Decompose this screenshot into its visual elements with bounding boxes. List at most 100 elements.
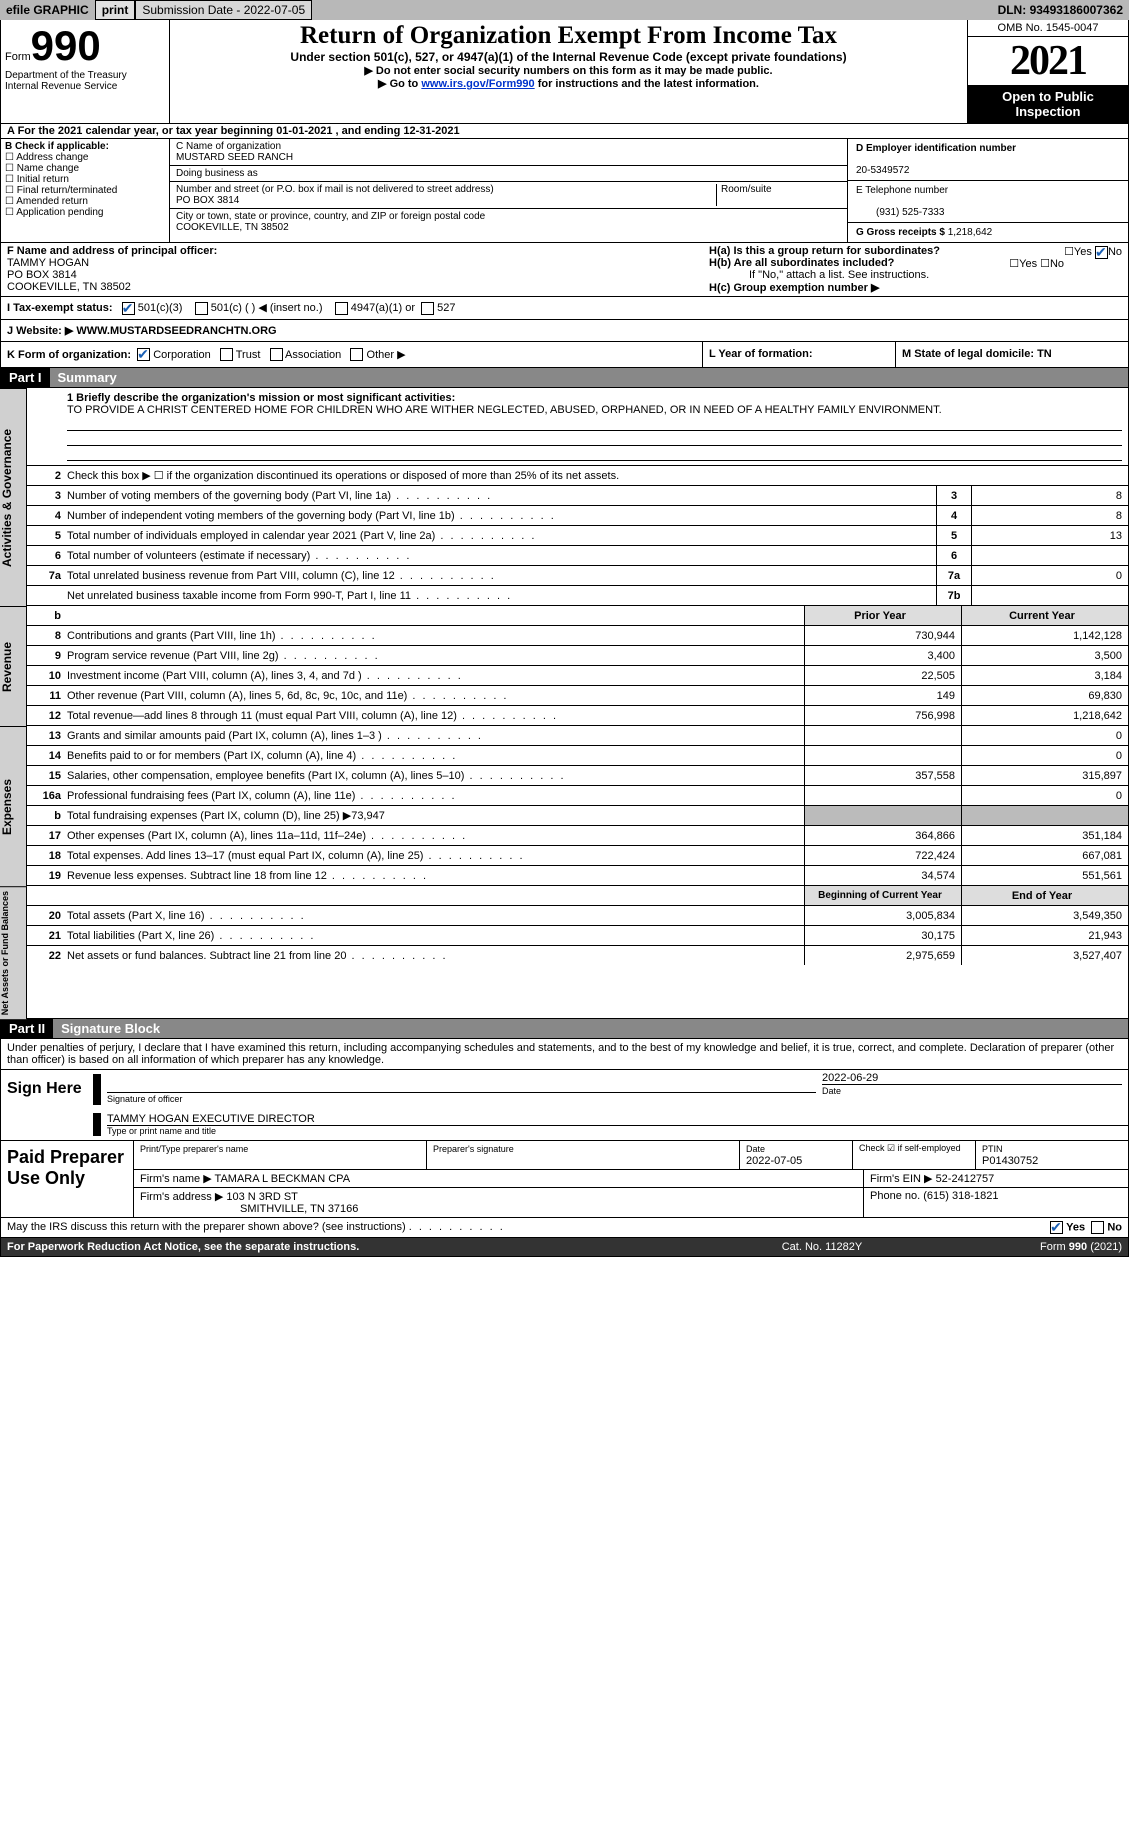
- chk-trust[interactable]: [220, 348, 233, 361]
- submission-date: Submission Date - 2022-07-05: [135, 0, 312, 20]
- signature-block: Under penalties of perjury, I declare th…: [0, 1039, 1129, 1141]
- chk-assoc[interactable]: [270, 348, 283, 361]
- sig-date: 2022-06-29: [822, 1072, 878, 1084]
- org-name-cell: C Name of organization MUSTARD SEED RANC…: [170, 139, 847, 166]
- form-header: Form990 Department of the Treasury Inter…: [0, 20, 1129, 124]
- firm-phone: (615) 318-1821: [923, 1190, 998, 1202]
- phone-value: (931) 525-7333: [856, 207, 944, 218]
- entity-block: B Check if applicable: ☐ Address change …: [0, 139, 1129, 243]
- omb-number: OMB No. 1545-0047: [968, 20, 1128, 37]
- line-4: 4Number of independent voting members of…: [27, 506, 1128, 526]
- line-8: 8Contributions and grants (Part VIII, li…: [27, 626, 1128, 646]
- officer-name: TAMMY HOGAN EXECUTIVE DIRECTOR: [107, 1113, 315, 1125]
- org-address: PO BOX 3814: [176, 195, 239, 206]
- line-17: 17Other expenses (Part IX, column (A), l…: [27, 826, 1128, 846]
- line-12: 12Total revenue—add lines 8 through 11 (…: [27, 706, 1128, 725]
- chk-501c[interactable]: [195, 302, 208, 315]
- print-button[interactable]: print: [95, 0, 136, 20]
- rev-header-row: b Prior Year Current Year: [27, 606, 1128, 626]
- form-number: Form990: [5, 22, 165, 70]
- chk-4947[interactable]: [335, 302, 348, 315]
- org-city: COOKEVILLE, TN 38502: [176, 222, 289, 233]
- form-title: Return of Organization Exempt From Incom…: [174, 22, 963, 50]
- row-a-period: A For the 2021 calendar year, or tax yea…: [0, 124, 1129, 139]
- paid-preparer-block: Paid Preparer Use Only Print/Type prepar…: [0, 1141, 1129, 1218]
- na-header-row: Beginning of Current Year End of Year: [27, 886, 1128, 906]
- website-row: J Website: ▶ WWW.MUSTARDSEEDRANCHTN.ORG: [0, 320, 1129, 342]
- irs-label: Internal Revenue Service: [5, 81, 165, 92]
- chk-corp[interactable]: [137, 348, 150, 361]
- vtab-netassets: Net Assets or Fund Balances: [0, 886, 27, 1019]
- room-suite: Room/suite: [716, 184, 841, 206]
- org-form-row: K Form of organization: Corporation Trus…: [0, 342, 1129, 369]
- dept-treasury: Department of the Treasury: [5, 70, 165, 81]
- line-7b: Net unrelated business taxable income fr…: [27, 586, 1128, 605]
- section-activities: Activities & Governance 1 Briefly descri…: [0, 388, 1129, 606]
- chk-address[interactable]: ☐ Address change: [5, 152, 165, 163]
- line-14: 14Benefits paid to or for members (Part …: [27, 746, 1128, 766]
- line-21: 21Total liabilities (Part X, line 26)30,…: [27, 926, 1128, 946]
- sign-here-label: Sign Here: [1, 1070, 93, 1140]
- line-18: 18Total expenses. Add lines 13–17 (must …: [27, 846, 1128, 866]
- part2-header: Part II Signature Block: [0, 1019, 1129, 1039]
- chk-discuss-yes[interactable]: [1050, 1221, 1063, 1234]
- line-16a: 16aProfessional fundraising fees (Part I…: [27, 786, 1128, 806]
- note-link: ▶ Go to www.irs.gov/Form990 for instruct…: [174, 77, 963, 90]
- address-cell: Number and street (or P.O. box if mail i…: [170, 182, 847, 209]
- line-6: 6Total number of volunteers (estimate if…: [27, 546, 1128, 566]
- chk-name[interactable]: ☐ Name change: [5, 163, 165, 174]
- chk-initial[interactable]: ☐ Initial return: [5, 174, 165, 185]
- vtab-revenue: Revenue: [0, 606, 27, 726]
- city-cell: City or town, state or province, country…: [170, 209, 847, 235]
- dln: DLN: 93493186007362: [992, 1, 1129, 19]
- line-13: 13Grants and similar amounts paid (Part …: [27, 726, 1128, 746]
- dba-cell: Doing business as: [170, 166, 847, 182]
- chk-other[interactable]: [350, 348, 363, 361]
- firm-address: 103 N 3RD ST: [226, 1191, 298, 1203]
- website-value: WWW.MUSTARDSEEDRANCHTN.ORG: [76, 325, 276, 337]
- officer-group-row: F Name and address of principal officer:…: [0, 243, 1129, 297]
- vtab-expenses: Expenses: [0, 726, 27, 886]
- footer-row: For Paperwork Reduction Act Notice, see …: [0, 1238, 1129, 1257]
- line-9: 9Program service revenue (Part VIII, lin…: [27, 646, 1128, 666]
- chk-501c3[interactable]: [122, 302, 135, 315]
- line-15: 15Salaries, other compensation, employee…: [27, 766, 1128, 786]
- line-10: 10Investment income (Part VIII, column (…: [27, 666, 1128, 686]
- group-return: H(a) Is this a group return for subordin…: [703, 243, 1128, 296]
- tax-year: 2021: [968, 37, 1128, 85]
- discuss-row: May the IRS discuss this return with the…: [0, 1218, 1129, 1238]
- irs-link[interactable]: www.irs.gov/Form990: [421, 78, 534, 90]
- chk-amended[interactable]: ☐ Amended return: [5, 196, 165, 207]
- principal-officer: F Name and address of principal officer:…: [1, 243, 703, 296]
- sig-declaration: Under penalties of perjury, I declare th…: [1, 1039, 1128, 1070]
- chk-527[interactable]: [421, 302, 434, 315]
- phone-cell: E Telephone number (931) 525-7333: [848, 181, 1128, 223]
- chk-final[interactable]: ☐ Final return/terminated: [5, 185, 165, 196]
- col-b-checkboxes: B Check if applicable: ☐ Address change …: [1, 139, 170, 242]
- line-b: bTotal fundraising expenses (Part IX, co…: [27, 806, 1128, 826]
- firm-ein: 52-2412757: [936, 1173, 995, 1185]
- mission-text: TO PROVIDE A CHRIST CENTERED HOME FOR CH…: [67, 404, 942, 416]
- line-22: 22Net assets or fund balances. Subtract …: [27, 946, 1128, 965]
- top-bar: efile GRAPHIC print Submission Date - 20…: [0, 0, 1129, 20]
- part1-header: Part I Summary: [0, 368, 1129, 388]
- form-subtitle: Under section 501(c), 527, or 4947(a)(1)…: [174, 50, 963, 64]
- year-formation: L Year of formation:: [702, 342, 895, 368]
- mission-box: 1 Briefly describe the organization's mi…: [27, 388, 1128, 466]
- section-expenses: Expenses 13Grants and similar amounts pa…: [0, 726, 1129, 886]
- open-to-public: Open to PublicInspection: [968, 85, 1128, 123]
- chk-pending[interactable]: ☐ Application pending: [5, 207, 165, 218]
- line-3: 3Number of voting members of the governi…: [27, 486, 1128, 506]
- org-name: MUSTARD SEED RANCH: [176, 152, 293, 163]
- ein-value: 20-5349572: [856, 165, 909, 176]
- paid-preparer-label: Paid Preparer Use Only: [1, 1141, 134, 1217]
- ein-cell: D Employer identification number 20-5349…: [848, 139, 1128, 181]
- line-7a: 7aTotal unrelated business revenue from …: [27, 566, 1128, 586]
- line-2: 2Check this box ▶ ☐ if the organization …: [27, 466, 1128, 486]
- firm-name: TAMARA L BECKMAN CPA: [215, 1173, 351, 1185]
- note-ssn: ▶ Do not enter social security numbers o…: [174, 64, 963, 77]
- chk-discuss-no[interactable]: [1091, 1221, 1104, 1234]
- tax-exempt-status: I Tax-exempt status: 501(c)(3) 501(c) ( …: [0, 297, 1129, 320]
- section-netassets: Net Assets or Fund Balances Beginning of…: [0, 886, 1129, 1019]
- section-revenue: Revenue b Prior Year Current Year 8Contr…: [0, 606, 1129, 726]
